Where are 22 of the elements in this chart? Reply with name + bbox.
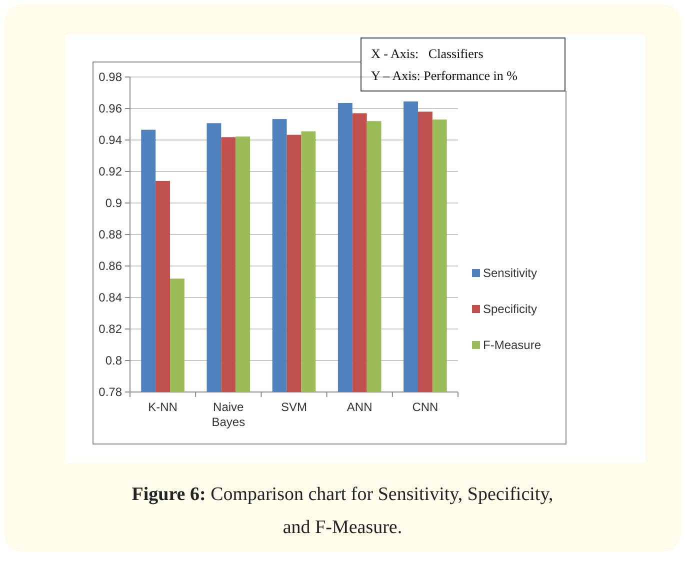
x-tick-label: CNN xyxy=(412,400,438,414)
caption: Figure 6: Comparison chart for Sensitivity, Specificity, and F-Measure. xyxy=(132,484,554,538)
x-tick-label: Naive Bayes xyxy=(212,400,246,429)
y-tick-label: 0.94 xyxy=(98,133,122,147)
y-tick-label: 0.9 xyxy=(105,196,122,210)
legend-label: Sensitivity xyxy=(483,266,538,280)
y-tick-label: 0.86 xyxy=(98,259,122,273)
x-tick-label: SVM xyxy=(280,400,308,414)
y-axis-title: Y – Axis: Performance in % xyxy=(371,68,518,83)
y-tick-label: 0.92 xyxy=(98,164,122,178)
y-tick-label: 0.78 xyxy=(98,385,122,399)
y-tick-label: 0.82 xyxy=(98,322,122,336)
y-tick-label: 0.98 xyxy=(98,70,122,84)
y-tick-label: 0.96 xyxy=(98,102,122,116)
x-tick-label: K-NN xyxy=(148,400,178,414)
y-tick-label: 0.84 xyxy=(98,290,122,304)
y-tick-label: 0.88 xyxy=(98,228,122,242)
x-tick-label: ANN xyxy=(346,400,372,414)
y-tick-label: 0.8 xyxy=(105,354,122,368)
legend-label: Specificity xyxy=(483,302,538,316)
legend-label: F-Measure xyxy=(483,338,542,352)
x-axis-title: X - Axis: Classifiers xyxy=(371,46,484,61)
